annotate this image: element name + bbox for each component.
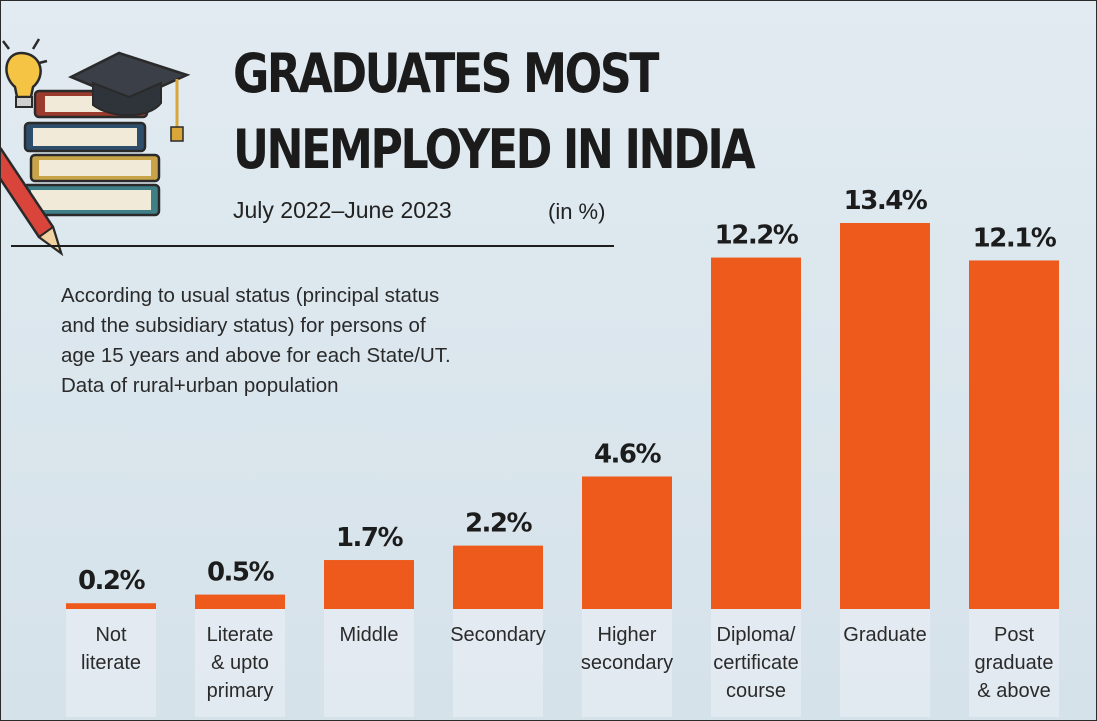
value-label: 0.2%	[78, 566, 146, 596]
value-label: 12.2%	[715, 221, 799, 251]
note-line-3: age 15 years and above for each State/UT…	[61, 344, 451, 367]
category-lane	[840, 609, 930, 717]
category-label: secondary	[581, 652, 673, 674]
header-divider	[11, 245, 614, 247]
units-label: (in %)	[548, 199, 606, 224]
category-label: Not	[95, 624, 127, 646]
note-line-4: Data of rural+urban population	[61, 374, 339, 397]
note-line-2: and the subsidiary status) for persons o…	[61, 314, 426, 337]
value-label: 4.6%	[594, 439, 662, 469]
category-label: & above	[977, 680, 1050, 702]
category-label: Middle	[340, 624, 399, 646]
category-label: literate	[81, 652, 141, 674]
bar	[66, 603, 156, 609]
education-illustration	[1, 38, 191, 257]
category-label: course	[726, 680, 786, 702]
category-label: Secondary	[450, 624, 546, 646]
category-label: graduate	[975, 652, 1054, 674]
category-label: Graduate	[843, 624, 926, 646]
bar	[711, 257, 801, 609]
graduation-cap-icon	[67, 51, 191, 142]
category-label: Diploma/	[717, 624, 796, 646]
category-lane	[195, 609, 285, 717]
category-label: certificate	[713, 652, 799, 674]
category-lane	[969, 609, 1059, 717]
value-label: 0.5%	[207, 558, 275, 588]
bar	[453, 545, 543, 609]
bar	[582, 476, 672, 609]
value-label: 13.4%	[844, 186, 928, 216]
category-lane	[66, 609, 156, 717]
category-lane	[582, 609, 672, 717]
category-label: Post	[994, 624, 1034, 646]
value-label: 12.1%	[973, 223, 1057, 253]
bar	[195, 594, 285, 609]
category-lane	[711, 609, 801, 717]
category-label: Literate	[207, 624, 274, 646]
category-label: primary	[207, 680, 274, 702]
bar	[324, 560, 414, 609]
value-label: 2.2%	[465, 509, 533, 539]
chart-title-line-2: UNEMPLOYED IN INDIA	[233, 118, 756, 181]
value-label: 1.7%	[336, 523, 404, 553]
note-line-1: According to usual status (principal sta…	[61, 284, 440, 307]
category-label: Higher	[598, 624, 657, 646]
bar	[840, 223, 930, 609]
bar	[969, 260, 1059, 609]
date-range-subtitle: July 2022–June 2023	[233, 197, 452, 223]
category-label: & upto	[211, 652, 269, 674]
category-lane	[324, 609, 414, 717]
category-lane	[453, 609, 543, 717]
lightbulb-icon	[2, 38, 48, 108]
chart-title-line-1: GRADUATES MOST	[233, 42, 659, 105]
